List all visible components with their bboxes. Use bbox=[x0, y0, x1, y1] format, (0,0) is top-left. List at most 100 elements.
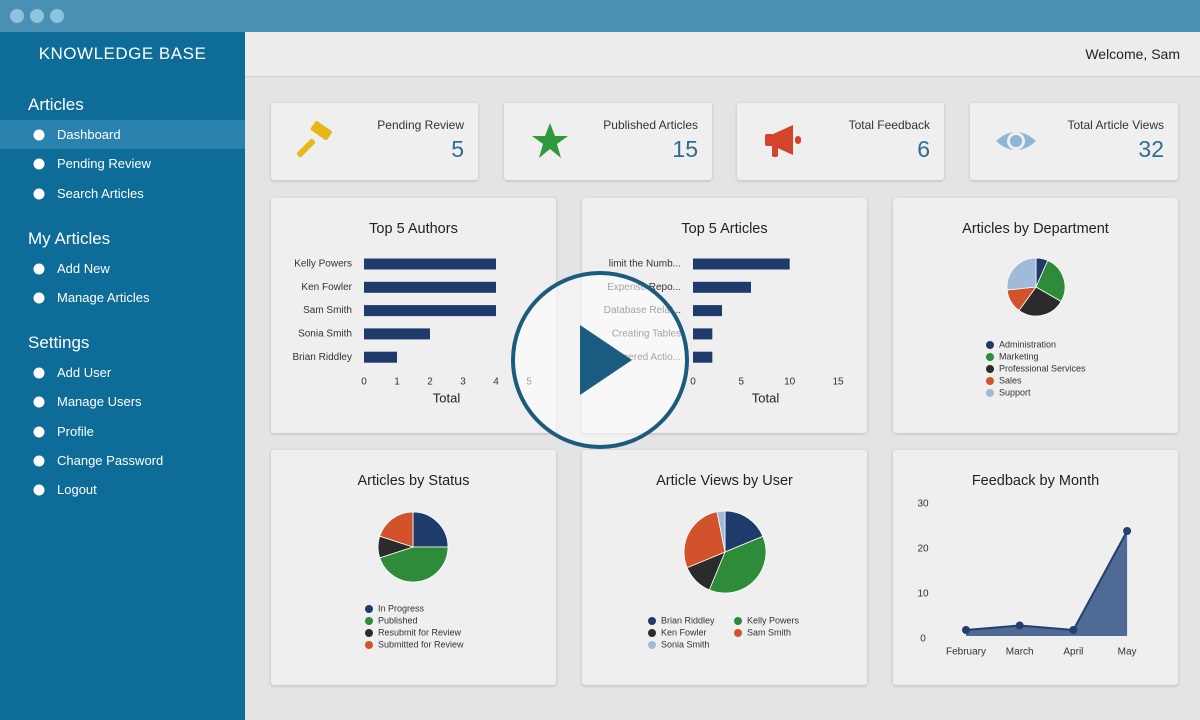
point bbox=[1069, 626, 1078, 634]
chart: Articles by Status In Progress Published Re… bbox=[357, 473, 469, 650]
bar bbox=[364, 351, 397, 363]
bar bbox=[693, 328, 713, 340]
chart-title: Top 5 Authors bbox=[369, 221, 458, 237]
nav-item[interactable]: Search Articles bbox=[57, 185, 144, 201]
nav-icon bbox=[33, 188, 45, 200]
legend-swatch bbox=[648, 629, 656, 637]
section-heading: Articles bbox=[28, 95, 84, 114]
y-tick-label: 0 bbox=[920, 634, 926, 645]
stat-label: Pending Review bbox=[377, 118, 464, 132]
chart: Articles by Department Administration Mark… bbox=[962, 221, 1109, 398]
chart: Article Views by User Brian Riddley Kelly … bbox=[648, 473, 800, 649]
legend-swatch bbox=[734, 617, 742, 625]
x-tick-label: May bbox=[1118, 647, 1137, 658]
pie-slice bbox=[1035, 259, 1066, 303]
bar bbox=[693, 351, 713, 363]
chart-card: Feedback by Month 0 10 20 30 February March Apr… bbox=[893, 450, 1178, 685]
category-label: Triggered Actio... bbox=[606, 352, 681, 363]
pie-slice bbox=[379, 546, 449, 583]
nav-icon bbox=[33, 129, 45, 141]
chart-card: Articles by Status In Progress Published Re… bbox=[271, 450, 556, 685]
category-label: Sam Smith bbox=[303, 305, 352, 316]
nav-item[interactable]: Manage Articles bbox=[57, 289, 150, 305]
icon-shape bbox=[33, 455, 45, 467]
bar bbox=[364, 328, 430, 340]
pie-slice bbox=[1006, 257, 1037, 291]
legend-label: Support bbox=[999, 387, 1031, 397]
x-tick-label: February bbox=[946, 647, 986, 658]
nav-icon bbox=[33, 367, 45, 379]
nav-item[interactable]: Manage Users bbox=[57, 394, 142, 410]
gavel-icon bbox=[297, 121, 332, 158]
chart: Top 5 Authors Kelly Powers Ken Fowler Sam S… bbox=[293, 221, 533, 406]
legend-label: Professional Services bbox=[999, 363, 1086, 373]
icon-shape bbox=[33, 484, 45, 496]
chart-title: Feedback by Month bbox=[972, 473, 1099, 489]
nav-item[interactable]: Pending Review bbox=[57, 156, 151, 172]
legend-swatch bbox=[648, 617, 656, 625]
x-axis-label: Total bbox=[752, 390, 780, 405]
nav-icon bbox=[33, 455, 45, 467]
category-label: Expense Repo... bbox=[607, 282, 681, 293]
eye-icon bbox=[996, 132, 1036, 150]
nav-icon bbox=[33, 396, 45, 408]
legend-swatch bbox=[986, 353, 994, 361]
nav-item[interactable]: Logout bbox=[57, 482, 97, 498]
nav-item[interactable]: Profile bbox=[57, 423, 94, 439]
icon-shape bbox=[33, 129, 45, 141]
nav-item[interactable]: Change Password bbox=[57, 452, 164, 468]
bar bbox=[693, 281, 751, 293]
legend-label: Sam Smith bbox=[747, 627, 791, 637]
x-tick-label: 2 bbox=[427, 377, 433, 388]
stat-value: 15 bbox=[672, 136, 698, 162]
stat-card: Pending Review 5 bbox=[271, 103, 478, 180]
icon-shape bbox=[33, 158, 45, 170]
megaphone-icon bbox=[765, 125, 801, 157]
chart-title: Article Views by User bbox=[656, 473, 793, 489]
legend-label: Resubmit for Review bbox=[378, 627, 462, 637]
chart-card: Article Views by User Brian Riddley Kelly … bbox=[582, 450, 867, 685]
legend-swatch bbox=[365, 605, 373, 613]
nav-item[interactable]: Add New bbox=[57, 260, 110, 276]
x-tick-label: April bbox=[1063, 647, 1083, 658]
x-tick-label: 10 bbox=[784, 377, 796, 388]
legend-label: Ken Fowler bbox=[661, 627, 707, 637]
x-tick-label: 4 bbox=[493, 377, 499, 388]
y-tick-label: 10 bbox=[917, 589, 929, 600]
x-tick-label: 0 bbox=[690, 377, 696, 388]
legend-label: In Progress bbox=[378, 603, 425, 613]
stat-card: Total Article Views 32 bbox=[970, 103, 1178, 180]
category-label: Kelly Powers bbox=[294, 259, 352, 270]
point bbox=[1123, 527, 1132, 535]
point bbox=[1015, 621, 1024, 630]
nav-icon bbox=[33, 158, 45, 170]
stat-value: 5 bbox=[451, 136, 464, 162]
point bbox=[962, 626, 970, 634]
star-icon bbox=[532, 123, 568, 158]
legend-swatch bbox=[648, 641, 656, 649]
category-label: Brian Riddley bbox=[293, 352, 352, 363]
window-dot bbox=[50, 9, 64, 23]
chart: Feedback by Month 0 10 20 30 February March Apr… bbox=[917, 473, 1137, 658]
bar bbox=[693, 305, 722, 317]
legend-label: Sonia Smith bbox=[661, 639, 710, 649]
nav-item[interactable]: Dashboard bbox=[57, 127, 121, 142]
nav-icon bbox=[33, 426, 45, 437]
nav-item[interactable]: Add User bbox=[57, 364, 112, 380]
window-dot bbox=[10, 9, 24, 23]
line bbox=[965, 530, 1128, 632]
legend-label: Kelly Powers bbox=[747, 615, 800, 625]
x-tick-label: 15 bbox=[832, 377, 844, 388]
pie-slice bbox=[1018, 286, 1062, 317]
legend-swatch bbox=[365, 617, 373, 625]
legend-swatch bbox=[986, 365, 994, 373]
header: Welcome, Sam bbox=[245, 32, 1200, 77]
y-tick-label: 20 bbox=[917, 544, 929, 555]
chart: Top 5 Articles limit the Numb... Expense R… bbox=[604, 221, 844, 406]
stat-label: Total Feedback bbox=[848, 118, 930, 132]
app-title: KNOWLEDGE BASE bbox=[38, 44, 207, 63]
category-label: Ken Fowler bbox=[301, 282, 352, 293]
sidebar: KNOWLEDGE BASE Articles Dashboard Pending … bbox=[0, 32, 245, 720]
area bbox=[966, 531, 1128, 636]
